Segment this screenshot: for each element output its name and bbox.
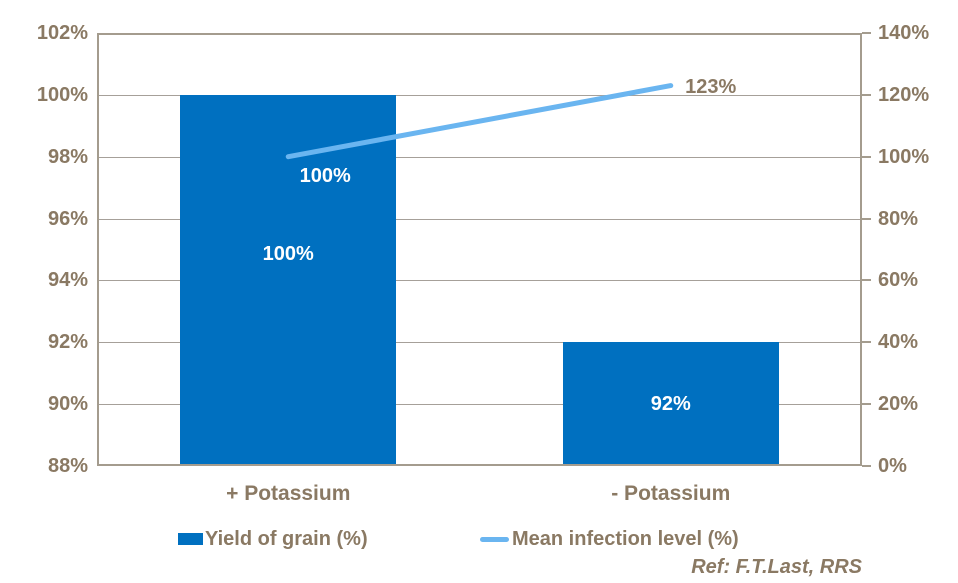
right-axis-tick [862,94,871,96]
bar-plus-potassium [180,94,397,466]
right-axis-tick [862,32,871,34]
right-axis-tick [862,218,871,220]
gridline [97,219,862,220]
gridline [97,342,862,343]
right-axis-tick-label: 40% [878,331,919,354]
bar-data-label: 92% [650,393,691,416]
right-axis-tick-label: 60% [878,269,919,292]
left-axis-tick-label: 96% [47,207,88,230]
left-axis-tick-label: 102% [36,22,88,44]
right-axis-tick [862,403,871,405]
legend-item-infection: Mean infection level (%) [480,527,739,551]
left-axis-tick-label: 100% [36,83,88,106]
right-axis-tick [862,465,871,467]
category-label: - Potassium [611,482,731,505]
right-axis-tick-label: 0% [878,455,907,477]
line-series-swatch [480,536,509,542]
right-axis-tick-label: 100% [878,145,930,168]
legend-label-yield: Yield of grain (%) [205,528,368,550]
left-axis-tick-label: 90% [47,393,88,416]
right-axis-tick-label: 120% [878,83,930,106]
left-axis-tick-label: 92% [47,331,88,354]
bar-series-swatch [178,533,203,545]
right-axis-tick-label: 80% [878,207,919,230]
gridline [97,404,862,405]
line-data-label: 123% [685,75,737,98]
right-axis-tick [862,156,871,158]
right-axis-tick [862,279,871,281]
bar-minus-potassium [562,342,779,466]
bar-data-label: 100% [262,243,314,266]
left-axis-tick-label: 88% [47,455,88,477]
line-data-label: 100% [299,164,351,187]
right-axis-tick-label: 140% [878,22,930,44]
legend-label-infection: Mean infection level (%) [512,528,739,550]
right-axis-tick [862,341,871,343]
left-axis-tick-label: 94% [47,269,88,292]
left-axis-tick-label: 98% [47,145,88,168]
reference-note: Ref: F.T.Last, RRS [691,556,862,578]
legend-item-yield: Yield of grain (%) [178,527,368,551]
category-label: + Potassium [226,482,351,505]
gridline [97,280,862,281]
right-axis-tick-label: 20% [878,393,919,416]
